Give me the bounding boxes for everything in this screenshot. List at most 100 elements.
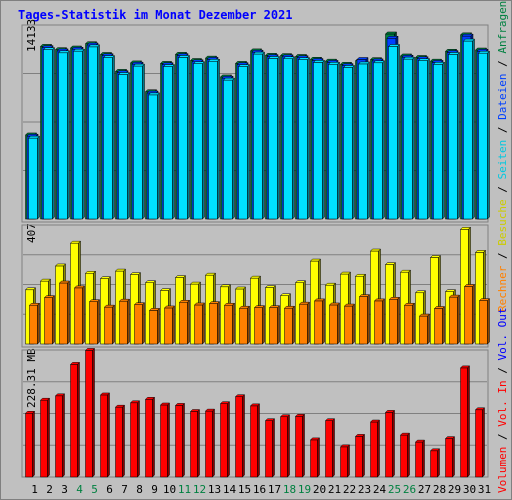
bar-rechner-side xyxy=(262,305,265,345)
bar-vol-in xyxy=(220,403,228,478)
bar-rechner xyxy=(224,304,233,345)
bar-rechner-side xyxy=(292,305,295,345)
bar-seiten-side xyxy=(157,92,160,220)
bar-rechner-side xyxy=(202,302,205,345)
x-tick-label: 17 xyxy=(268,483,281,496)
bar-seiten xyxy=(268,58,278,220)
x-tick-label: 22 xyxy=(343,483,356,496)
bar-vol-in xyxy=(40,399,48,478)
bar-rechner xyxy=(59,282,68,345)
bar-vol-in xyxy=(115,406,123,478)
bar-vol-in-side xyxy=(47,397,50,478)
bar-rechner-side xyxy=(217,301,220,345)
bar-rechner xyxy=(74,287,83,345)
bar-rechner-side xyxy=(472,283,475,345)
bar-vol-in xyxy=(325,420,333,478)
bar-seiten xyxy=(298,59,308,220)
bar-vol-in-side xyxy=(32,410,35,478)
bar-vol-in-side xyxy=(467,365,470,478)
bar-rechner xyxy=(359,296,368,345)
bar-vol-in xyxy=(430,450,438,478)
bar-rechner xyxy=(164,307,173,345)
bar-seiten-side xyxy=(67,50,70,220)
bar-vol-in-side xyxy=(77,361,80,478)
bar-seiten-side xyxy=(457,51,460,220)
bar-vol-in xyxy=(160,404,168,478)
legend-separator: / xyxy=(496,427,509,447)
x-tick-label: 27 xyxy=(418,483,431,496)
bar-rechner xyxy=(104,306,113,345)
bar-seiten-side xyxy=(187,54,190,220)
bar-rechner-side xyxy=(382,298,385,345)
bar-vol-in xyxy=(85,350,93,478)
bar-seiten xyxy=(193,63,203,220)
bar-vol-in-side xyxy=(347,444,350,478)
bar-seiten xyxy=(223,79,233,220)
bar-vol-in-side xyxy=(317,437,320,478)
bar-rechner-side xyxy=(412,302,415,345)
bar-rechner xyxy=(44,297,53,345)
bar-vol-in-side xyxy=(197,408,200,478)
bar-vol-in-side xyxy=(182,402,185,478)
bar-rechner xyxy=(29,304,38,345)
bar-rechner-side xyxy=(457,294,460,345)
bar-vol-in-side xyxy=(392,409,395,478)
bar-vol-in xyxy=(235,396,243,478)
bar-seiten-side xyxy=(427,58,430,220)
bar-vol-in xyxy=(145,399,153,478)
x-tick-label: 6 xyxy=(106,483,113,496)
bar-rechner-side xyxy=(427,313,430,345)
bar-seiten xyxy=(208,61,218,220)
legend-anfragen: Anfragen xyxy=(496,1,509,54)
bar-vol-in-side xyxy=(437,448,440,478)
x-tick-label: 31 xyxy=(478,483,491,496)
x-tick-label: 5 xyxy=(91,483,98,496)
bar-vol-in xyxy=(460,367,468,478)
bar-seiten-side xyxy=(367,61,370,220)
bar-vol-in xyxy=(310,439,318,478)
bar-seiten-side xyxy=(202,61,205,220)
bar-rechner-side xyxy=(67,280,70,345)
bar-seiten-side xyxy=(412,56,415,220)
bar-rechner-side xyxy=(157,307,160,345)
bar-seiten-side xyxy=(142,63,145,220)
bar-rechner-side xyxy=(187,299,190,345)
bar-vol-in xyxy=(55,395,63,478)
bar-rechner-side xyxy=(487,298,490,345)
bar-rechner-side xyxy=(127,298,130,345)
x-tick-label: 25 xyxy=(388,483,401,496)
bar-vol-in xyxy=(400,434,408,478)
x-tick-label: 14 xyxy=(223,483,237,496)
bar-vol-in xyxy=(280,416,288,478)
bar-vol-in-side xyxy=(272,418,275,478)
bar-seiten xyxy=(28,137,38,220)
bar-vol-in-side xyxy=(377,419,380,478)
x-tick-label: 8 xyxy=(136,483,143,496)
x-tick-label: 15 xyxy=(238,483,251,496)
x-tick-label: 1 xyxy=(31,483,38,496)
bar-rechner-side xyxy=(37,302,40,345)
bar-vol-in xyxy=(190,411,198,478)
bar-seiten xyxy=(463,40,473,220)
bar-seiten xyxy=(283,58,293,220)
bar-vol-in-side xyxy=(167,402,170,478)
bar-rechner xyxy=(179,302,188,345)
legend-vol-out: Vol. Out xyxy=(496,308,509,361)
bar-vol-in xyxy=(70,364,78,478)
bar-vol-in xyxy=(205,410,213,478)
bar-seiten-side xyxy=(217,58,220,220)
bar-vol-in xyxy=(25,413,33,478)
bar-seiten xyxy=(163,66,173,220)
legend-volumen: Volumen xyxy=(496,447,509,493)
bar-seiten-side xyxy=(487,50,490,220)
bar-vol-in-side xyxy=(332,418,335,478)
bar-rechner-side xyxy=(247,305,250,345)
bar-seiten-side xyxy=(337,61,340,220)
bar-vol-in-side xyxy=(362,433,365,478)
x-tick-label: 12 xyxy=(193,483,206,496)
bar-rechner xyxy=(404,304,413,345)
bar-rechner-side xyxy=(397,296,400,345)
bar-vol-in xyxy=(175,405,183,478)
bar-rechner xyxy=(89,301,98,345)
x-tick-label: 20 xyxy=(313,483,326,496)
